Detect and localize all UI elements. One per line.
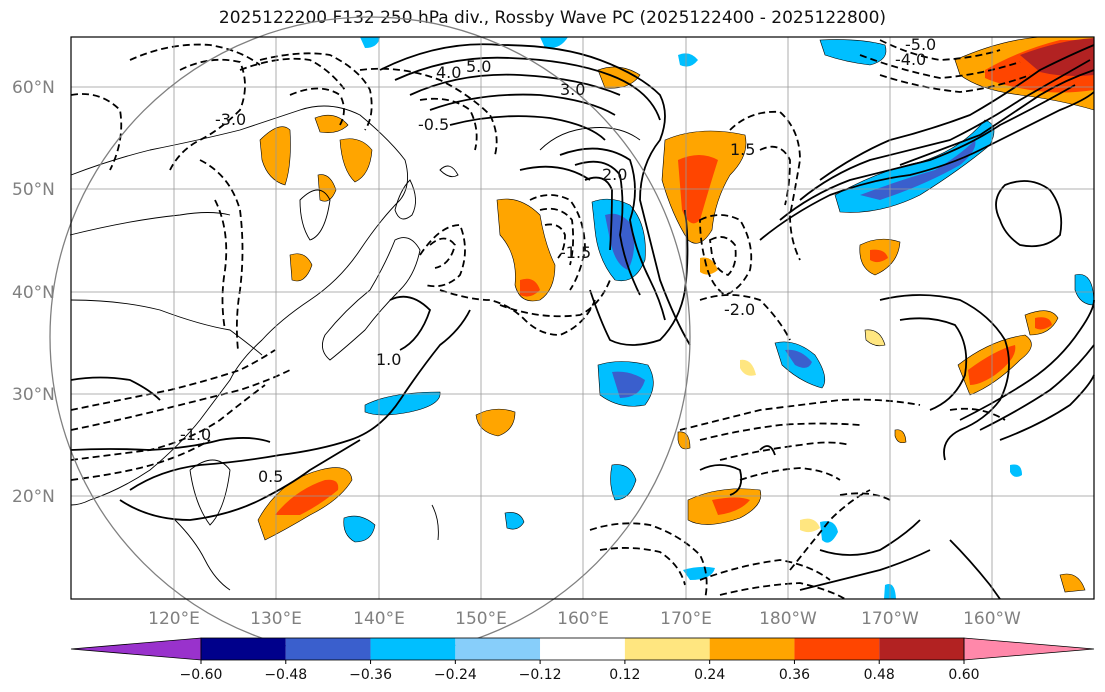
colorbar-tick-label: 0.12 bbox=[609, 667, 640, 683]
contour-label: 1.5 bbox=[730, 140, 755, 159]
colorbar-segment bbox=[794, 638, 880, 660]
colorbar-segment bbox=[370, 638, 456, 660]
chart-title: 2025122200 F132 250 hPa div., Rossby Wav… bbox=[218, 8, 887, 28]
contour-label: -1.0 bbox=[180, 425, 211, 444]
colorbar-tick-label: −0.24 bbox=[434, 667, 477, 683]
gridlines bbox=[71, 37, 1094, 599]
lon-label: 160°E bbox=[557, 609, 609, 629]
colorbar-tick-label: 0.48 bbox=[864, 667, 895, 683]
latitude-labels: 60°N 50°N 40°N 30°N 20°N bbox=[12, 78, 55, 507]
colorbar-segment bbox=[624, 638, 710, 660]
longitude-labels: 120°E 130°E 140°E 150°E 160°E 170°E 180°… bbox=[148, 609, 1021, 629]
lon-label: 170°W bbox=[861, 609, 919, 629]
lat-label: 40°N bbox=[12, 283, 55, 303]
negative-contours bbox=[70, 39, 1031, 600]
contour-label: -0.5 bbox=[418, 115, 449, 134]
colorbar-extend-high bbox=[963, 637, 1095, 661]
contour-labels: 5.0 4.0 3.0 2.0 1.5 1.0 0.5 -0.5 -1.0 -1… bbox=[180, 35, 936, 486]
colorbar-segment bbox=[201, 638, 286, 660]
lat-label: 50°N bbox=[12, 180, 55, 200]
contour-label: 3.0 bbox=[560, 80, 585, 99]
colorbar-tick-label: 0.24 bbox=[694, 667, 725, 683]
coastlines bbox=[69, 105, 641, 591]
contour-label: -2.0 bbox=[724, 300, 755, 319]
lon-label: 170°E bbox=[660, 609, 712, 629]
colorbar-tick-label: −0.36 bbox=[349, 667, 392, 683]
colorbar-segment bbox=[540, 638, 625, 660]
lon-label: 180°W bbox=[759, 609, 817, 629]
lon-label: 140°E bbox=[353, 609, 405, 629]
contour-label: -3.0 bbox=[215, 110, 246, 129]
shaded-field bbox=[257, 36, 1095, 599]
contour-label: 1.0 bbox=[376, 350, 401, 369]
contour-label: -4.0 bbox=[895, 50, 926, 69]
lat-label: 20°N bbox=[12, 487, 55, 507]
colorbar-segment bbox=[285, 638, 371, 660]
lon-label: 150°E bbox=[455, 609, 507, 629]
colorbar-segment bbox=[455, 638, 541, 660]
map-frame bbox=[70, 36, 1095, 600]
colorbar-segment bbox=[879, 638, 964, 660]
lon-label: 160°W bbox=[963, 609, 1021, 629]
contour-label: 5.0 bbox=[466, 57, 491, 76]
lon-label: 120°E bbox=[148, 609, 200, 629]
contour-label: 4.0 bbox=[436, 63, 461, 82]
contour-label: -5.0 bbox=[905, 35, 936, 54]
contour-label: 0.5 bbox=[258, 467, 283, 486]
colorbar-tick-label: −0.12 bbox=[519, 667, 562, 683]
colorbar-tick-label: 0.36 bbox=[779, 667, 810, 683]
colorbar-extend-low bbox=[70, 637, 202, 661]
colorbar-tick-label: 0.60 bbox=[948, 667, 979, 683]
colorbar-outline bbox=[200, 637, 965, 661]
lon-label: 130°E bbox=[250, 609, 302, 629]
contour-label: -1.5 bbox=[560, 243, 591, 262]
colorbar: −0.60 −0.48 −0.36 −0.24 −0.12 0.12 0.24 0.36 0.4… bbox=[70, 637, 1095, 683]
colorbar-segment bbox=[709, 638, 795, 660]
contour-label: 2.0 bbox=[602, 165, 627, 184]
colorbar-tick-label: −0.60 bbox=[180, 667, 223, 683]
lat-label: 30°N bbox=[12, 385, 55, 405]
lat-label: 60°N bbox=[12, 78, 55, 98]
colorbar-tick-label: −0.48 bbox=[264, 667, 307, 683]
